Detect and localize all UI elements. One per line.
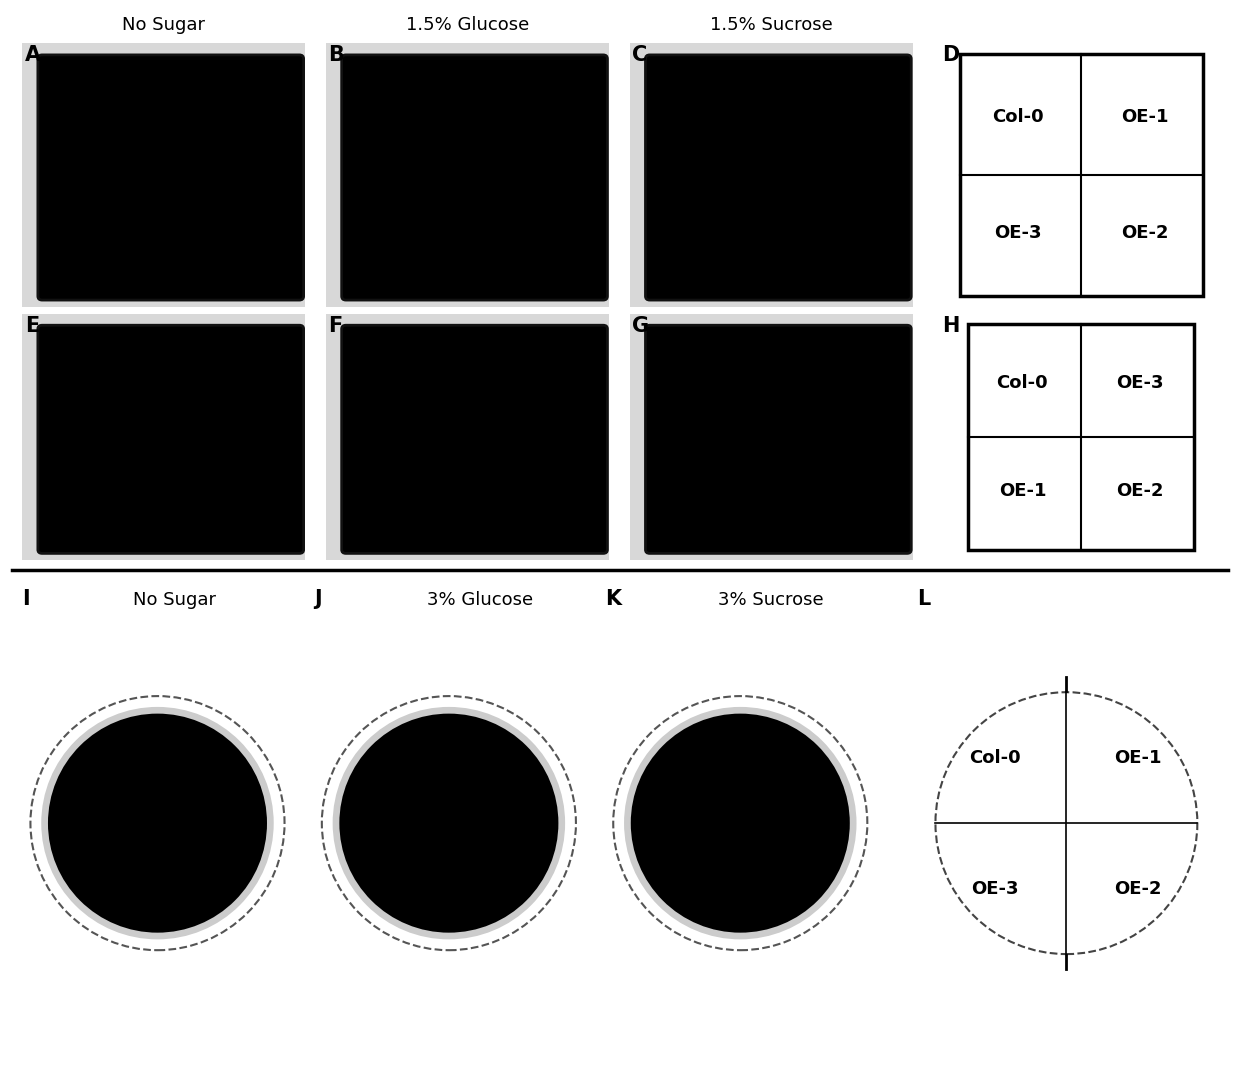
Text: OE-2: OE-2 <box>1114 879 1162 897</box>
Text: H: H <box>942 316 960 337</box>
Text: B: B <box>329 45 345 66</box>
Text: 1.5% Glucose: 1.5% Glucose <box>405 16 529 34</box>
Text: No Sugar: No Sugar <box>123 16 205 34</box>
Text: L: L <box>918 589 931 609</box>
Text: D: D <box>942 45 960 66</box>
Circle shape <box>38 704 277 943</box>
Text: OE-2: OE-2 <box>1116 482 1164 500</box>
FancyBboxPatch shape <box>342 325 608 553</box>
Text: OE-1: OE-1 <box>1121 108 1168 126</box>
Text: Col-0: Col-0 <box>997 373 1048 392</box>
FancyBboxPatch shape <box>646 325 911 553</box>
Circle shape <box>50 716 265 931</box>
Text: G: G <box>632 316 650 337</box>
Text: OE-3: OE-3 <box>971 879 1019 897</box>
Text: OE-2: OE-2 <box>1121 224 1168 242</box>
Text: A: A <box>25 45 41 66</box>
Circle shape <box>332 707 565 939</box>
Text: No Sugar: No Sugar <box>133 591 216 609</box>
Text: K: K <box>605 589 621 609</box>
Text: Col-0: Col-0 <box>992 108 1044 126</box>
Circle shape <box>341 716 557 931</box>
Text: OE-1: OE-1 <box>998 482 1047 500</box>
Text: 3% Glucose: 3% Glucose <box>427 591 533 609</box>
Circle shape <box>624 707 857 939</box>
Text: OE-3: OE-3 <box>994 224 1042 242</box>
FancyBboxPatch shape <box>342 55 608 300</box>
Circle shape <box>632 716 848 931</box>
Circle shape <box>330 704 568 943</box>
Text: Col-0: Col-0 <box>970 749 1021 767</box>
Text: OE-3: OE-3 <box>1116 373 1164 392</box>
FancyBboxPatch shape <box>38 55 304 300</box>
Text: F: F <box>329 316 342 337</box>
Text: J: J <box>314 589 321 609</box>
Text: I: I <box>22 589 30 609</box>
Text: C: C <box>632 45 647 66</box>
FancyBboxPatch shape <box>38 325 304 553</box>
Circle shape <box>621 704 859 943</box>
Text: E: E <box>25 316 38 337</box>
Text: OE-1: OE-1 <box>1114 749 1162 767</box>
Text: 1.5% Sucrose: 1.5% Sucrose <box>711 16 832 34</box>
Circle shape <box>41 707 274 939</box>
FancyBboxPatch shape <box>646 55 911 300</box>
Text: 3% Sucrose: 3% Sucrose <box>718 591 823 609</box>
